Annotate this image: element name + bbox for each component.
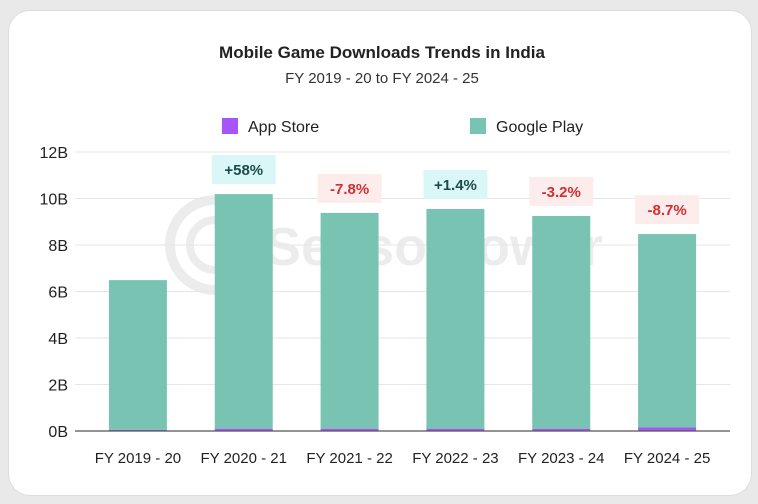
chart-subtitle: FY 2019 - 20 to FY 2024 - 25 (285, 70, 479, 87)
x-tick-label: FY 2019 - 20 (95, 450, 181, 467)
legend-swatch (470, 118, 486, 134)
change-label: -7.8% (330, 181, 369, 198)
y-tick-label: 4B (48, 331, 68, 348)
y-tick-label: 10B (40, 192, 68, 209)
bar-google-play (214, 194, 273, 429)
bar-google-play (638, 234, 697, 428)
change-label: +58% (224, 162, 263, 179)
bar-google-play (108, 280, 167, 430)
bar-app-store (532, 428, 591, 431)
bar-app-store (320, 428, 379, 431)
change-label: +1.4% (434, 177, 477, 194)
bar-google-play (320, 212, 379, 429)
change-label: -3.2% (542, 184, 581, 201)
y-tick-label: 8B (48, 238, 68, 255)
change-badge (211, 155, 276, 185)
chart-title: Mobile Game Downloads Trends in India (219, 43, 545, 62)
x-tick-label: FY 2023 - 24 (518, 450, 604, 467)
change-badge (317, 173, 382, 203)
bar-google-play (426, 208, 485, 429)
bar-app-store (426, 428, 485, 431)
change-badge (635, 195, 700, 225)
x-tick-label: FY 2020 - 21 (201, 450, 287, 467)
change-badge (529, 176, 594, 206)
y-tick-label: 0B (48, 424, 68, 441)
x-tick-label: FY 2021 - 22 (306, 450, 392, 467)
change-label: -8.7% (647, 202, 686, 219)
y-tick-label: 12B (40, 145, 68, 162)
y-tick-label: 6B (48, 285, 68, 302)
change-badge (423, 169, 488, 199)
bar-app-store (214, 428, 273, 431)
legend-swatch (222, 118, 238, 134)
legend-label: Google Play (496, 119, 583, 136)
bar-app-store (638, 427, 697, 431)
x-tick-label: FY 2022 - 23 (412, 450, 498, 467)
x-tick-label: FY 2024 - 25 (624, 450, 710, 467)
legend-label: App Store (248, 119, 319, 136)
y-tick-label: 2B (48, 378, 68, 395)
bar-google-play (532, 215, 591, 429)
